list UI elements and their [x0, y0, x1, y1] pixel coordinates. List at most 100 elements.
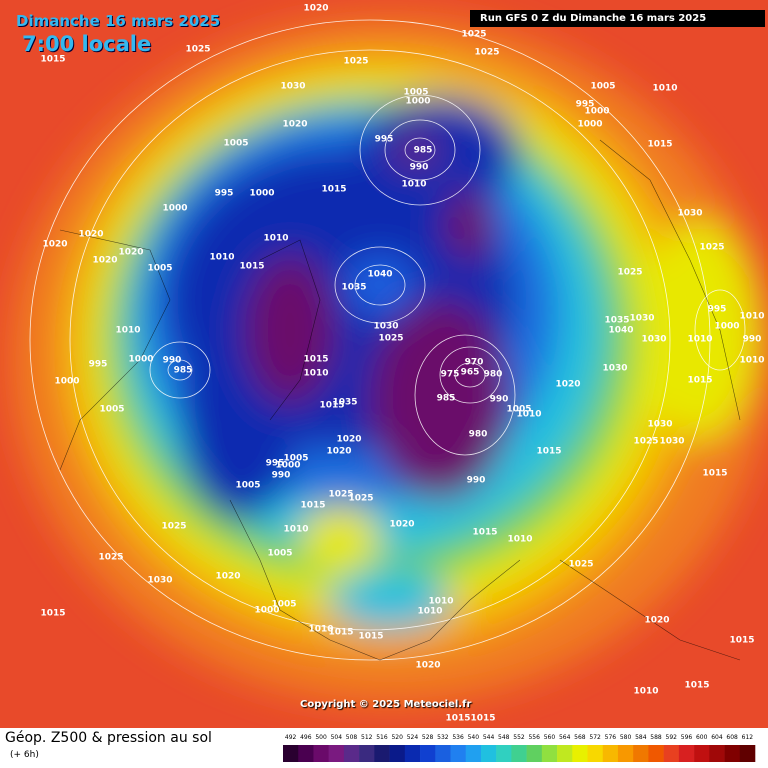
isobar-label: 1000 — [275, 461, 300, 471]
isobar-label: 1015 — [321, 185, 346, 195]
isobar-label: 1005 — [147, 264, 172, 274]
colorbar-label: 532 — [437, 734, 449, 741]
isobar-label: 1005 — [506, 405, 531, 415]
isobar-labels: 1020102510251015102510251030100510001005… — [40, 4, 764, 724]
isobar-label: 1020 — [42, 240, 67, 250]
colorbar-label: 568 — [574, 734, 586, 741]
isobar-label: 1030 — [647, 420, 672, 430]
isobar-label: 1040 — [367, 270, 392, 280]
colorbar-swatch — [663, 745, 680, 762]
isobar-label: 1030 — [641, 335, 666, 345]
isobar-label: 1030 — [629, 314, 654, 324]
colorbar-label: 564 — [559, 734, 571, 741]
isobar-label: 1005 — [235, 481, 260, 491]
colorbar-swatch — [617, 745, 634, 762]
isobar-label: 1025 — [378, 334, 403, 344]
isobar-label: 1035 — [341, 283, 366, 293]
isobar-label: 1000 — [254, 606, 279, 616]
isobar-label: 1015 — [684, 681, 709, 691]
colorbar-label: 504 — [331, 734, 343, 741]
isobar-label: 1015 — [300, 501, 325, 511]
colorbar-label: 500 — [315, 734, 327, 741]
footer-title: Géop. Z500 & pression au sol — [5, 730, 212, 746]
isobar-label: 1010 — [115, 326, 140, 336]
colorbar-label: 552 — [513, 734, 525, 741]
isobar-label: 1000 — [584, 107, 609, 117]
isobar-label: 1020 — [92, 256, 117, 266]
colorbar-swatch — [724, 745, 741, 762]
colorbar-swatch — [602, 745, 619, 762]
isobar-label: 1015 — [702, 469, 727, 479]
isobar-label: 975 — [441, 370, 460, 380]
colorbar-swatch — [435, 745, 451, 762]
isobar-label: 1015 — [472, 528, 497, 538]
colorbar-swatch — [572, 745, 588, 762]
isobar-label: 1005 — [283, 454, 308, 464]
colorbar-label: 588 — [650, 734, 662, 741]
isobar-label: 1030 — [280, 82, 305, 92]
colorbar-label: 512 — [361, 734, 373, 741]
isobar-label: 1025 — [633, 437, 658, 447]
isobar-label: 1005 — [590, 82, 615, 92]
isobar-label: 1015 — [239, 262, 264, 272]
colorbar-swatch — [283, 745, 299, 762]
isobar-label: 1020 — [644, 616, 669, 626]
isobar-label: 1005 — [271, 600, 296, 610]
colorbar-swatch — [709, 745, 725, 762]
isobar-label: 1010 — [633, 687, 658, 697]
colorbar-label: 572 — [589, 734, 601, 741]
isobar-label: 990 — [467, 476, 486, 486]
isobar-label: 1015 — [470, 714, 495, 724]
isobar-label: 1005 — [267, 549, 292, 559]
isobar-label: 995 — [375, 135, 394, 145]
isobar-label: 995 — [576, 100, 595, 110]
isobar-label: 995 — [708, 305, 727, 315]
isobar-label: 990 — [490, 395, 509, 405]
isobar-label: 995 — [89, 360, 108, 370]
isobar-label: 1000 — [405, 97, 430, 107]
isobar-label: 1005 — [99, 405, 124, 415]
isobar-label: 1010 — [739, 312, 764, 322]
isobar-label: 1020 — [282, 120, 307, 130]
isobar-label: 1030 — [677, 209, 702, 219]
isobar-label: 970 — [465, 358, 484, 368]
isobar-label: 1010 — [283, 525, 308, 535]
isobar-label: 1025 — [343, 57, 368, 67]
isobar-label: 1020 — [415, 661, 440, 671]
colorbar-swatch — [496, 745, 512, 762]
isobar-label: 1000 — [162, 204, 187, 214]
colorbar-swatch — [343, 745, 360, 762]
footer: Géop. Z500 & pression au sol (+ 6h) 492 4… — [0, 728, 768, 768]
colorbar-swatch — [374, 745, 390, 762]
isobar-label: 1025 — [328, 490, 353, 500]
colorbar-swatch — [328, 745, 345, 762]
colorbar-label: 592 — [666, 734, 678, 741]
isobar-label: 990 — [272, 471, 291, 481]
colorbar-swatch — [404, 745, 421, 762]
isobar-label: 1030 — [659, 437, 684, 447]
isobar-label: 1020 — [303, 4, 328, 14]
date: Dimanche 16 mars 2025 — [16, 12, 221, 30]
isobar-label: 1005 — [223, 139, 248, 149]
isobar-label: 1010 — [687, 335, 712, 345]
colorbar-label: 596 — [681, 734, 693, 741]
colorbar-swatch — [450, 745, 467, 762]
isobar-label: 1015 — [358, 632, 383, 642]
isobar-label: 985 — [174, 366, 193, 376]
isobar-label: 1010 — [417, 607, 442, 617]
colorbar-label: 508 — [346, 734, 358, 741]
colorbar-label: 536 — [452, 734, 464, 741]
isobar-label: 1020 — [118, 248, 143, 258]
isobar-label: 1025 — [699, 243, 724, 253]
isobar-label: 985 — [414, 146, 433, 156]
colorbar-swatch — [694, 745, 710, 762]
isobar-label: 1025 — [185, 45, 210, 55]
colorbar-label: 516 — [376, 734, 388, 741]
colorbar-label: 580 — [620, 734, 632, 741]
isobar-label: 1020 — [555, 380, 580, 390]
isobar-label: 1000 — [128, 355, 153, 365]
isobar-label: 980 — [484, 370, 503, 380]
isobar-label: 995 — [266, 459, 285, 469]
isobar-label: 990 — [410, 163, 429, 173]
isobar-label: 1020 — [389, 520, 414, 530]
